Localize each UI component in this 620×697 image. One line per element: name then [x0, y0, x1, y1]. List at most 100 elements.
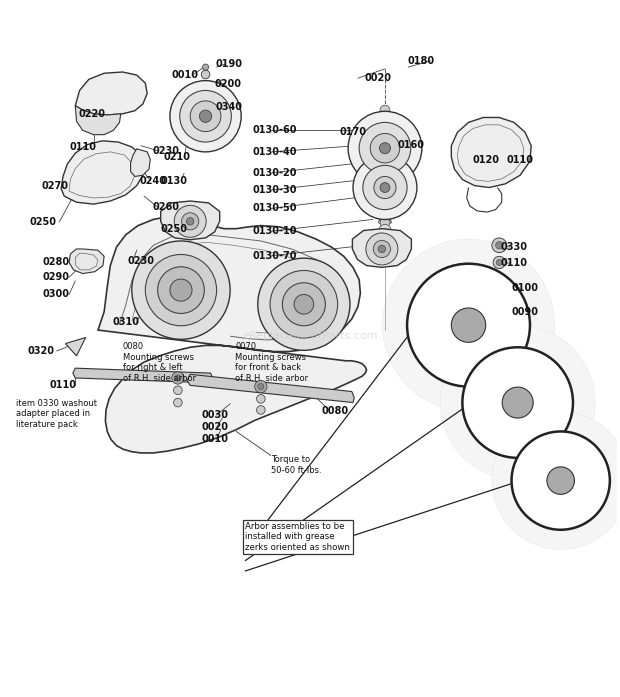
Text: 0110: 0110	[500, 258, 528, 268]
Text: 0320: 0320	[28, 346, 55, 356]
Text: 0160: 0160	[398, 140, 425, 150]
Ellipse shape	[378, 197, 392, 202]
PathPatch shape	[69, 249, 104, 273]
Circle shape	[257, 406, 265, 414]
Circle shape	[170, 81, 241, 152]
Circle shape	[512, 431, 610, 530]
Ellipse shape	[378, 220, 392, 224]
Text: 0010: 0010	[202, 434, 228, 445]
Circle shape	[294, 294, 314, 314]
Text: 0020: 0020	[364, 73, 391, 83]
Circle shape	[380, 105, 390, 115]
Circle shape	[174, 398, 182, 407]
Text: 0180: 0180	[407, 56, 434, 66]
Ellipse shape	[378, 212, 392, 217]
Circle shape	[547, 467, 575, 494]
Text: eReplacementParts.com: eReplacementParts.com	[242, 331, 378, 342]
Circle shape	[174, 206, 206, 237]
Text: 0280: 0280	[43, 257, 70, 267]
Circle shape	[407, 263, 530, 387]
Text: 0250: 0250	[29, 217, 56, 227]
PathPatch shape	[75, 72, 147, 115]
Circle shape	[132, 241, 230, 339]
Circle shape	[174, 386, 182, 395]
Text: 0080: 0080	[321, 406, 348, 415]
PathPatch shape	[187, 374, 354, 403]
Text: 0230: 0230	[128, 256, 154, 266]
Circle shape	[157, 267, 205, 314]
Text: 0090: 0090	[512, 307, 539, 316]
Text: 0100: 0100	[512, 283, 539, 293]
Circle shape	[451, 308, 485, 342]
Circle shape	[373, 240, 391, 258]
Text: 0130-60: 0130-60	[252, 125, 296, 135]
Circle shape	[200, 110, 211, 123]
Text: 0070
Mounting screws
for front & back
of R.H. side arbor: 0070 Mounting screws for front & back of…	[235, 342, 308, 383]
Circle shape	[493, 276, 505, 289]
Circle shape	[203, 64, 208, 70]
Circle shape	[370, 133, 400, 163]
Circle shape	[463, 347, 573, 458]
Circle shape	[172, 372, 184, 384]
Text: 0250: 0250	[160, 224, 187, 233]
PathPatch shape	[352, 229, 412, 268]
Text: 0310: 0310	[112, 317, 139, 327]
Circle shape	[380, 125, 390, 135]
Circle shape	[366, 233, 398, 265]
Text: 0230: 0230	[152, 146, 179, 155]
Circle shape	[258, 258, 350, 351]
Text: 0330: 0330	[500, 242, 528, 252]
Circle shape	[282, 283, 326, 325]
Text: 0130-10: 0130-10	[252, 226, 296, 236]
Circle shape	[380, 183, 390, 192]
Circle shape	[380, 217, 390, 227]
Circle shape	[379, 224, 391, 237]
Circle shape	[380, 234, 390, 244]
Text: 0110: 0110	[50, 380, 76, 390]
Text: 0210: 0210	[163, 152, 190, 162]
Text: 0110: 0110	[507, 155, 534, 165]
PathPatch shape	[98, 216, 366, 453]
Text: item 0330 washout
adapter placed in
literature pack: item 0330 washout adapter placed in lite…	[16, 399, 97, 429]
Text: 0020: 0020	[202, 422, 228, 432]
Text: 0010: 0010	[171, 70, 198, 80]
PathPatch shape	[66, 337, 86, 356]
Text: 0340: 0340	[215, 102, 242, 112]
Text: 0260: 0260	[152, 202, 179, 212]
Circle shape	[379, 135, 391, 147]
Circle shape	[202, 70, 210, 79]
PathPatch shape	[73, 368, 213, 383]
Text: 0200: 0200	[214, 79, 241, 89]
Circle shape	[383, 239, 554, 411]
Circle shape	[348, 112, 422, 185]
Circle shape	[502, 387, 533, 418]
Circle shape	[270, 270, 338, 338]
Circle shape	[495, 242, 503, 249]
Ellipse shape	[378, 190, 392, 195]
Circle shape	[492, 412, 620, 549]
Text: 0170: 0170	[340, 127, 366, 137]
Circle shape	[378, 245, 386, 252]
Text: 0080
Mounting screws
for right & left
of R.H. side arbor: 0080 Mounting screws for right & left of…	[123, 342, 196, 383]
Ellipse shape	[378, 205, 392, 210]
Circle shape	[379, 241, 391, 253]
Circle shape	[145, 254, 216, 325]
Text: 0130-20: 0130-20	[252, 168, 296, 178]
Circle shape	[493, 299, 505, 312]
Circle shape	[182, 213, 199, 230]
PathPatch shape	[61, 141, 144, 204]
Circle shape	[378, 114, 392, 128]
Text: 0120: 0120	[472, 155, 499, 165]
Text: 0130-40: 0130-40	[252, 147, 296, 157]
Circle shape	[255, 381, 267, 392]
Circle shape	[496, 302, 502, 309]
Circle shape	[258, 383, 264, 390]
Circle shape	[175, 375, 181, 381]
Text: 0220: 0220	[78, 109, 105, 118]
Circle shape	[493, 256, 505, 268]
PathPatch shape	[451, 118, 531, 187]
Text: 0300: 0300	[43, 289, 69, 300]
Text: 0190: 0190	[215, 59, 242, 69]
Text: 0290: 0290	[43, 273, 69, 282]
Circle shape	[187, 217, 194, 225]
